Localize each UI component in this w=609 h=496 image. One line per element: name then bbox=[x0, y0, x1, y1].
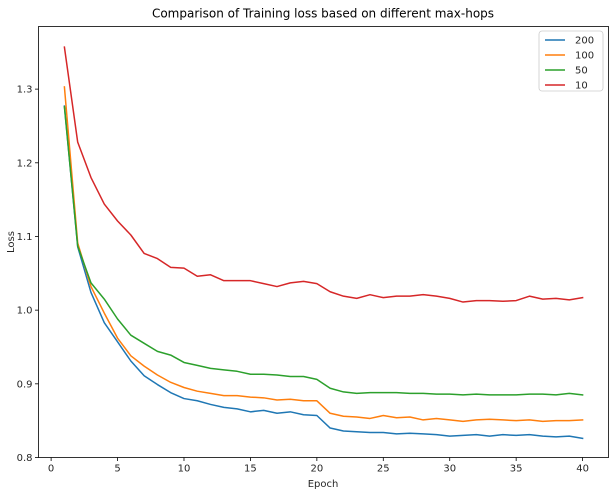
y-tick-label: 1.2 bbox=[17, 158, 33, 169]
legend-label-10: 10 bbox=[575, 81, 588, 92]
chart-title: Comparison of Training loss based on dif… bbox=[152, 7, 494, 21]
x-tick-label: 10 bbox=[178, 464, 191, 475]
axes-frame bbox=[38, 26, 609, 458]
y-tick-label: 1.3 bbox=[17, 85, 33, 96]
x-axis-label: Epoch bbox=[308, 479, 339, 490]
x-tick-label: 15 bbox=[244, 464, 257, 475]
y-tick-label: 1.1 bbox=[17, 232, 33, 243]
plot-area: 0 5 10 15 20 25 30 35 40 0.8 0.9 1.0 1.1 1.2 1.3 bbox=[17, 26, 609, 475]
series-line-50 bbox=[63, 105, 584, 396]
y-tick-label: 0.8 bbox=[17, 453, 33, 464]
legend-label-50: 50 bbox=[575, 66, 588, 77]
x-tick-label: 5 bbox=[114, 464, 120, 475]
legend: 200 100 50 10 bbox=[538, 30, 604, 92]
series-line-10 bbox=[63, 46, 584, 303]
x-tick-label: 25 bbox=[377, 464, 390, 475]
x-tick-label: 35 bbox=[510, 464, 523, 475]
x-tick-label: 40 bbox=[576, 464, 589, 475]
series-layer bbox=[63, 46, 584, 440]
y-axis-label: Loss bbox=[6, 231, 17, 253]
y-axis-ticks: 0.8 0.9 1.0 1.1 1.2 1.3 bbox=[17, 85, 39, 464]
x-tick-label: 0 bbox=[48, 464, 54, 475]
legend-box bbox=[538, 30, 604, 92]
x-tick-label: 20 bbox=[310, 464, 323, 475]
legend-label-100: 100 bbox=[575, 51, 594, 62]
x-axis-ticks: 0 5 10 15 20 25 30 35 40 bbox=[48, 457, 589, 475]
y-tick-label: 0.9 bbox=[17, 379, 33, 390]
legend-label-200: 200 bbox=[575, 36, 594, 47]
series-line-200 bbox=[63, 105, 584, 440]
x-tick-label: 30 bbox=[443, 464, 456, 475]
y-tick-label: 1.0 bbox=[17, 306, 33, 317]
series-line-100 bbox=[63, 86, 584, 423]
